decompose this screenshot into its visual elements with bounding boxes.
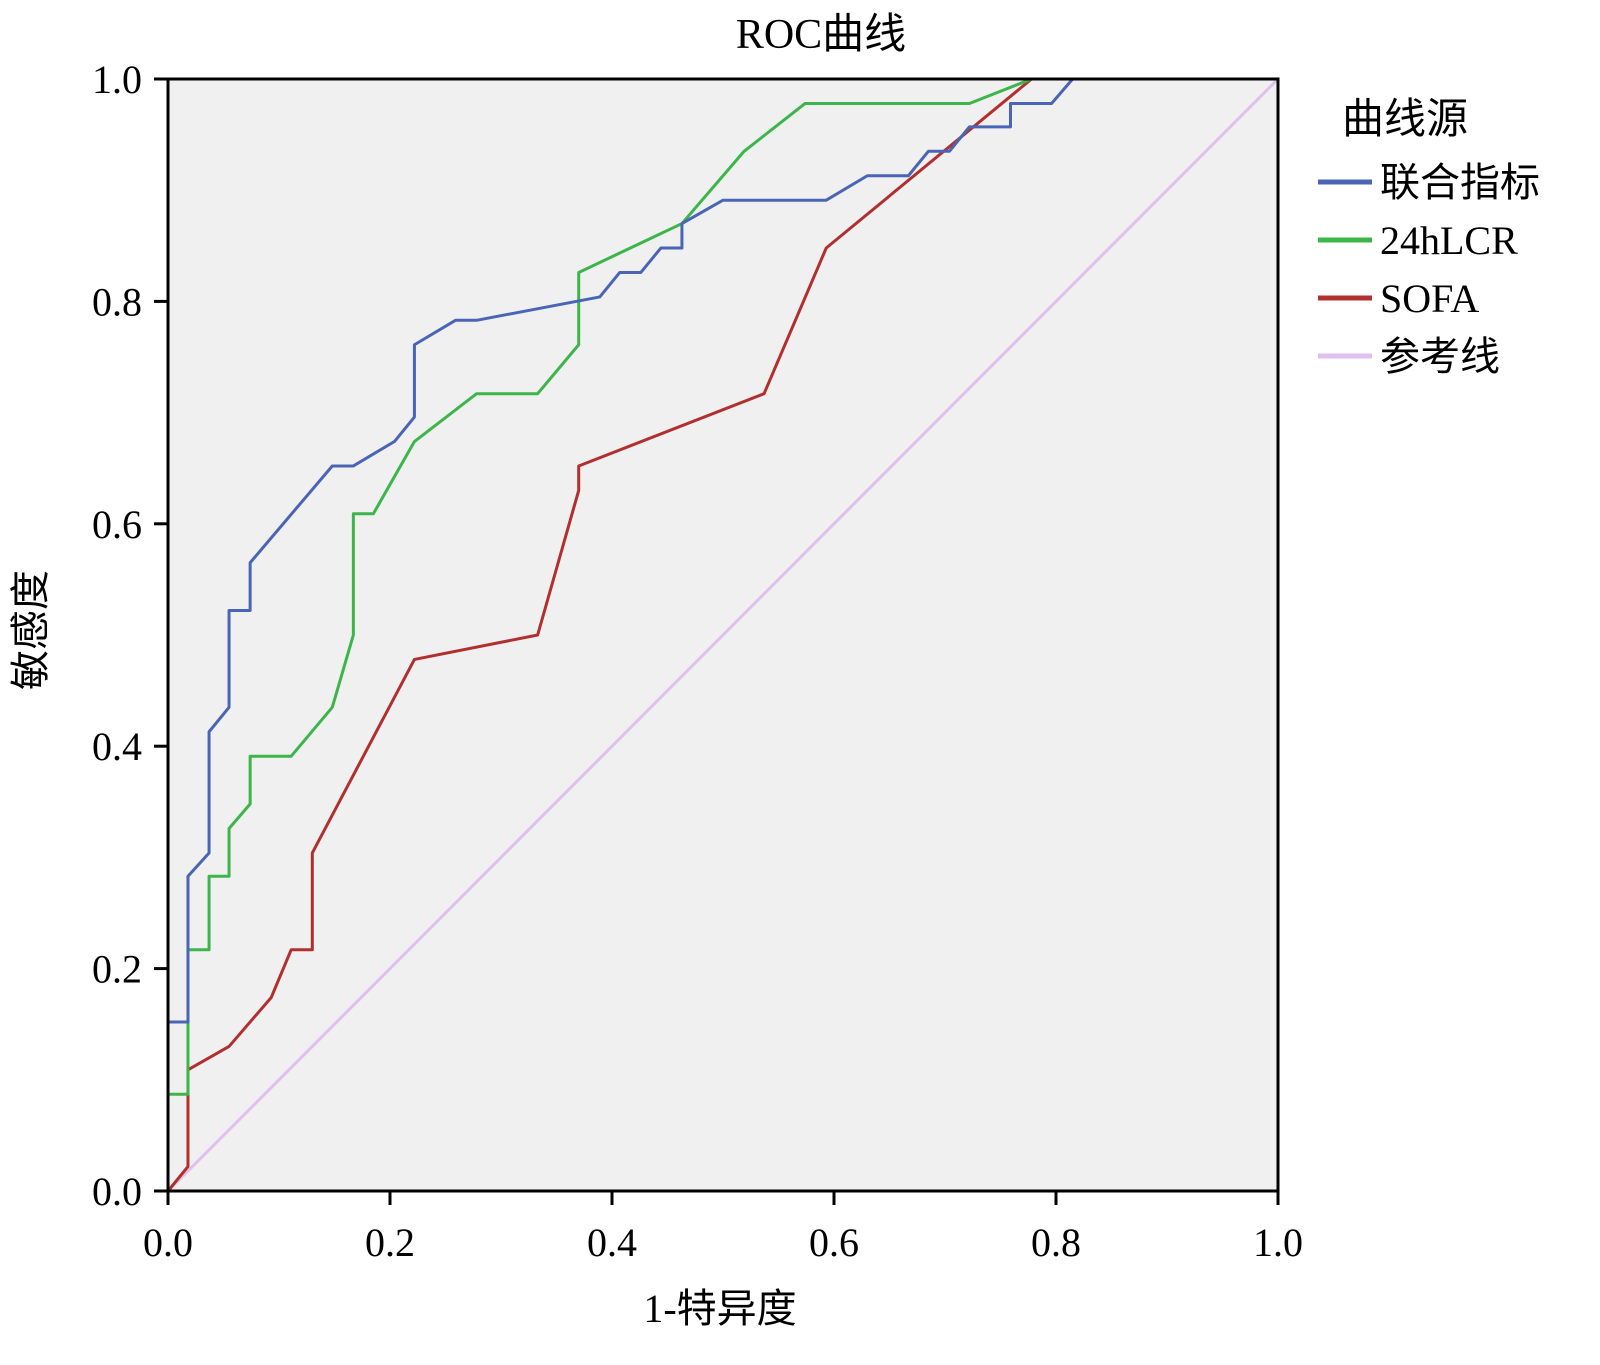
legend: 联合指标 24hLCR SOFA 参考线	[1318, 160, 1540, 379]
series-line-3	[166, 77, 1280, 1193]
y-tick-label: 0.6	[92, 502, 142, 547]
x-tick-label: 0.8	[1031, 1220, 1081, 1265]
x-tick-label: 1.0	[1253, 1220, 1303, 1265]
legend-label-0: 联合指标	[1380, 160, 1540, 205]
x-axis-label: 1-特异度	[643, 1286, 796, 1331]
x-tick-label: 0.4	[587, 1220, 637, 1265]
legend-title: 曲线源	[1342, 97, 1468, 143]
legend-label-1: 24hLCR	[1380, 218, 1518, 263]
x-axis: 0.0 0.2 0.4 0.6 0.8 1.0	[143, 1191, 1303, 1265]
legend-label-3: 参考线	[1380, 334, 1500, 379]
x-tick-label: 0.6	[809, 1220, 859, 1265]
series-line-1	[166, 77, 1278, 1191]
y-tick-label: 0.8	[92, 279, 142, 324]
series-layer	[166, 77, 1280, 1193]
y-tick-label: 1.0	[92, 57, 142, 102]
y-tick-label: 0.4	[92, 724, 142, 769]
chart-title: ROC曲线	[736, 12, 906, 58]
x-tick-label: 0.2	[365, 1220, 415, 1265]
x-tick-label: 0.0	[143, 1220, 193, 1265]
legend-label-2: SOFA	[1380, 276, 1479, 321]
y-axis-label: 敏感度	[8, 570, 53, 690]
series-line-2	[166, 77, 1278, 1192]
y-axis: 0.0 0.2 0.4 0.6 0.8 1.0	[92, 57, 168, 1214]
series-line-0	[166, 77, 1278, 1191]
y-tick-label: 0.0	[92, 1169, 142, 1214]
y-tick-label: 0.2	[92, 947, 142, 992]
